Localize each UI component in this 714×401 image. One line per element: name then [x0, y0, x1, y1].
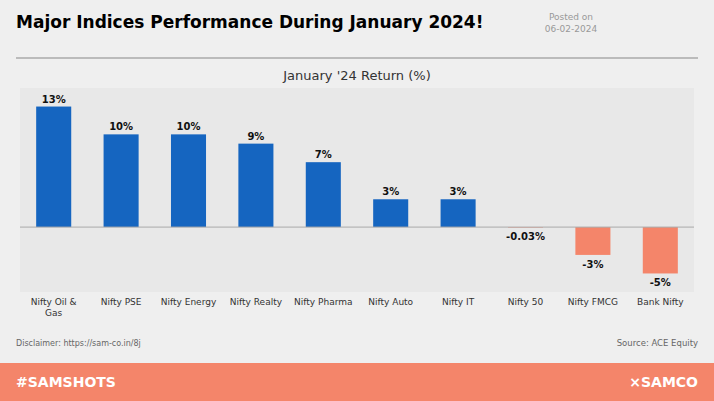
x-tick-label: Nifty Pharma [294, 297, 352, 307]
x-tick-label: Bank Nifty [637, 297, 684, 307]
bar [238, 144, 273, 227]
plot-area [20, 88, 694, 292]
data-label: 3% [450, 186, 467, 197]
bar [643, 227, 678, 273]
bars [36, 107, 678, 274]
chart-root: Major Indices Performance During January… [0, 0, 714, 401]
x-tick-label: Nifty Auto [368, 297, 413, 307]
data-label: -3% [582, 259, 603, 270]
x-tick-label: Nifty Realty [230, 297, 283, 307]
data-label: -5% [650, 277, 671, 288]
footer [0, 363, 714, 401]
bar [575, 227, 610, 255]
data-label: 10% [177, 121, 201, 132]
bar [306, 162, 341, 227]
posted-on: Posted on06-02-2024 [545, 12, 598, 34]
data-label: 3% [382, 186, 399, 197]
data-label: 7% [315, 149, 332, 160]
x-tick-label: Nifty Oil &Gas [31, 297, 77, 318]
footer-left: #SAMSHOTS [16, 374, 116, 390]
bar [171, 134, 206, 227]
title: Major Indices Performance During January… [16, 12, 483, 32]
bar [104, 134, 139, 227]
bar [441, 199, 476, 227]
disclaimer: Disclaimer: https://sam-co.in/8j [16, 339, 141, 348]
separator [16, 57, 698, 59]
x-tick-label: Nifty FMCG [568, 297, 618, 307]
background [0, 0, 714, 401]
zero-line [20, 227, 694, 228]
footer-right: ×SAMCO [629, 374, 698, 390]
x-tick-label: Nifty PSE [101, 297, 142, 307]
bar [373, 199, 408, 227]
data-label: 13% [42, 94, 66, 105]
data-label: 10% [109, 121, 133, 132]
chart-title: January '24 Return (%) [282, 68, 430, 83]
source: Source: ACE Equity [617, 338, 698, 348]
data-label: -0.03% [506, 231, 545, 242]
x-tick-label: Nifty IT [442, 297, 475, 307]
data-label: 9% [247, 131, 264, 142]
bar [36, 107, 71, 228]
x-tick-label: Nifty Energy [161, 297, 217, 307]
x-tick-label: Nifty 50 [508, 297, 544, 307]
